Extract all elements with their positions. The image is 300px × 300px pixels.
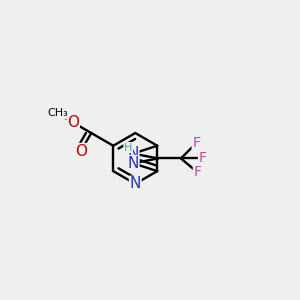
Text: O: O (67, 115, 79, 130)
Text: N: N (128, 156, 139, 171)
Text: F: F (199, 152, 206, 165)
Text: N: N (128, 146, 139, 161)
Text: CH₃: CH₃ (47, 109, 68, 118)
Text: F: F (194, 165, 202, 179)
Text: H: H (124, 142, 132, 152)
Text: O: O (75, 144, 87, 159)
Text: F: F (192, 136, 200, 150)
Text: N: N (130, 176, 141, 191)
